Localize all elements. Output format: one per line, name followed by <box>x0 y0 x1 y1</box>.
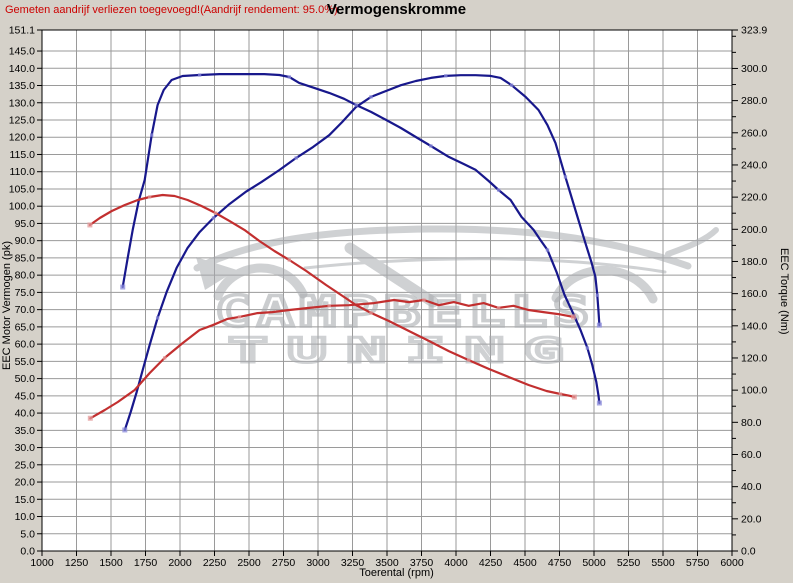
svg-text:135.0: 135.0 <box>9 80 35 92</box>
svg-text:3500: 3500 <box>375 557 399 569</box>
svg-text:25.0: 25.0 <box>15 459 36 471</box>
svg-text:4250: 4250 <box>479 557 503 569</box>
svg-text:4000: 4000 <box>444 557 468 569</box>
svg-text:85.0: 85.0 <box>15 252 36 264</box>
svg-text:3250: 3250 <box>341 557 365 569</box>
svg-text:100.0: 100.0 <box>9 201 35 213</box>
svg-text:15.0: 15.0 <box>15 494 36 506</box>
svg-text:1250: 1250 <box>65 557 89 569</box>
svg-text:0.0: 0.0 <box>741 546 756 558</box>
svg-text:40.0: 40.0 <box>741 481 762 493</box>
measurement-note: Gemeten aandrijf verliezen toegevoegd!(A… <box>5 4 338 16</box>
axis-ticks <box>37 29 738 556</box>
svg-text:60.0: 60.0 <box>741 449 762 461</box>
svg-text:240.0: 240.0 <box>741 159 767 171</box>
blue-torque-curve <box>120 72 602 406</box>
svg-text:2000: 2000 <box>168 557 192 569</box>
svg-text:20.0: 20.0 <box>15 477 36 489</box>
svg-text:280.0: 280.0 <box>741 95 767 107</box>
svg-text:80.0: 80.0 <box>741 417 762 429</box>
svg-text:160.0: 160.0 <box>741 288 767 300</box>
svg-text:115.0: 115.0 <box>10 149 36 161</box>
svg-text:120.0: 120.0 <box>741 352 767 364</box>
svg-text:1000: 1000 <box>30 557 54 569</box>
svg-text:60.0: 60.0 <box>15 339 36 351</box>
svg-text:50.0: 50.0 <box>15 373 36 385</box>
svg-text:70.0: 70.0 <box>15 304 36 316</box>
svg-text:10.0: 10.0 <box>15 511 36 523</box>
svg-text:75.0: 75.0 <box>15 287 36 299</box>
blue-power-curve <box>122 74 602 433</box>
svg-text:6000: 6000 <box>720 557 744 569</box>
svg-text:110.0: 110.0 <box>10 166 36 178</box>
svg-text:4500: 4500 <box>513 557 537 569</box>
svg-text:5000: 5000 <box>582 557 606 569</box>
svg-text:20.0: 20.0 <box>741 513 762 525</box>
svg-text:125.0: 125.0 <box>9 114 35 126</box>
svg-text:2750: 2750 <box>272 557 296 569</box>
svg-text:80.0: 80.0 <box>15 270 36 282</box>
right-axis-title: EEC Torque (Nm) <box>778 248 790 335</box>
svg-text:55.0: 55.0 <box>15 356 36 368</box>
svg-text:90.0: 90.0 <box>15 235 36 247</box>
svg-text:1500: 1500 <box>99 557 123 569</box>
x-axis-title: Toerental (rpm) <box>359 567 434 579</box>
watermark-brand-line2: TUNING <box>228 331 583 371</box>
svg-text:3000: 3000 <box>306 557 330 569</box>
tick-labels: 0.0 5.0 10.0 15.0 20.0 25.0 30.0 35.0 40.0 45.0 50… <box>9 25 768 570</box>
svg-text:200.0: 200.0 <box>741 224 767 236</box>
svg-text:180.0: 180.0 <box>741 256 767 268</box>
svg-text:2500: 2500 <box>237 557 261 569</box>
svg-text:30.0: 30.0 <box>15 442 36 454</box>
svg-text:40.0: 40.0 <box>15 408 36 420</box>
svg-text:95.0: 95.0 <box>15 218 36 230</box>
svg-text:2250: 2250 <box>203 557 227 569</box>
svg-text:5500: 5500 <box>651 557 675 569</box>
svg-text:45.0: 45.0 <box>15 390 36 402</box>
svg-text:4750: 4750 <box>548 557 572 569</box>
svg-text:130.0: 130.0 <box>9 97 35 109</box>
svg-text:0.0: 0.0 <box>20 546 35 558</box>
red-torque-curve <box>87 193 577 400</box>
svg-text:140.0: 140.0 <box>741 320 767 332</box>
page-title: Vermogenskromme <box>326 1 467 18</box>
car-silhouette-watermark <box>193 225 719 308</box>
left-axis-title: EEC Motor Vermogen (pk) <box>1 241 13 370</box>
svg-text:140.0: 140.0 <box>9 63 35 75</box>
svg-text:5.0: 5.0 <box>20 528 35 540</box>
svg-text:5750: 5750 <box>686 557 710 569</box>
red-power-curve <box>87 298 576 421</box>
svg-text:260.0: 260.0 <box>741 127 767 139</box>
svg-text:100.0: 100.0 <box>741 385 767 397</box>
svg-text:300.0: 300.0 <box>741 63 767 75</box>
svg-text:220.0: 220.0 <box>741 192 767 204</box>
svg-text:105.0: 105.0 <box>9 183 35 195</box>
svg-text:151.1: 151.1 <box>9 25 35 37</box>
svg-text:120.0: 120.0 <box>9 132 35 144</box>
svg-text:145.0: 145.0 <box>9 46 35 58</box>
plot-border <box>41 29 733 552</box>
grid-lines <box>41 30 733 551</box>
svg-text:1750: 1750 <box>134 557 158 569</box>
svg-text:5250: 5250 <box>617 557 641 569</box>
svg-text:3750: 3750 <box>410 557 434 569</box>
svg-text:65.0: 65.0 <box>15 321 36 333</box>
svg-text:323.9: 323.9 <box>741 25 767 37</box>
svg-text:35.0: 35.0 <box>15 425 36 437</box>
